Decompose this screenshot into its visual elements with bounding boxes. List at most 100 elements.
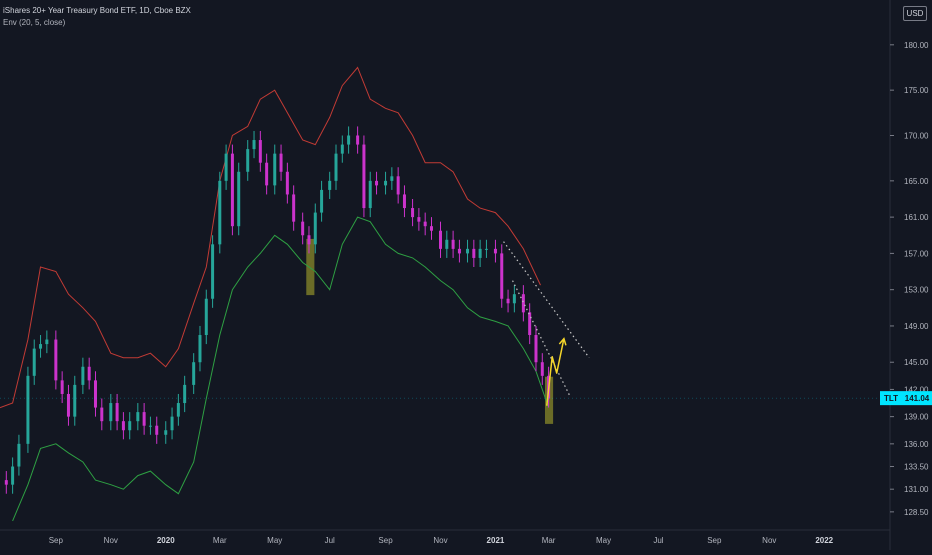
y-tick-label: 165.00 (904, 177, 929, 186)
x-tick-label: Jul (325, 536, 335, 545)
y-tick-label: 133.50 (904, 463, 929, 472)
trend-line-dotted (512, 280, 571, 397)
candle-body (192, 362, 196, 385)
candle-body (148, 425, 152, 427)
candle-body (66, 393, 70, 417)
candle-body (340, 144, 344, 154)
envelope-bands (0, 66, 550, 522)
candle-body (115, 403, 119, 422)
candle-body (246, 149, 250, 172)
candle-body (204, 298, 208, 336)
lower-envelope-line (12, 216, 550, 522)
drawings (503, 241, 590, 406)
y-tick-label: 128.50 (904, 508, 929, 517)
candle-body (32, 348, 36, 376)
currency-button[interactable]: USD (903, 6, 927, 21)
candle-body (265, 162, 269, 186)
candle-body (540, 362, 544, 376)
last-price-tag (902, 391, 932, 406)
candle-body (429, 226, 433, 231)
candle-body (478, 248, 482, 258)
candle-body (451, 239, 455, 249)
candle-body (411, 208, 415, 218)
candle-body (307, 235, 311, 245)
trend-line-dotted (503, 241, 590, 359)
candle-body (273, 153, 277, 186)
symbol-title: iShares 20+ Year Treasury Bond ETF, 1D, … (3, 6, 191, 15)
projection-arrowhead (558, 337, 567, 346)
candle-body (26, 375, 30, 444)
candle-body (170, 416, 174, 431)
candle-body (384, 180, 388, 186)
candle-body (45, 339, 49, 345)
candle-body (164, 430, 168, 435)
candle-body (121, 421, 125, 431)
y-tick-label: 131.00 (904, 485, 929, 494)
candle-body (521, 294, 525, 313)
candle-body (466, 248, 470, 254)
candle-body (136, 412, 140, 422)
y-tick-label: 153.00 (904, 286, 929, 295)
x-tick-label: May (596, 536, 611, 545)
candle-body (224, 153, 228, 181)
candle-body (109, 403, 113, 422)
time-scale: Sep Nov 2020 Mar May Jul Sep Nov 2021 Mar May Jul Se… (0, 529, 890, 545)
y-tick-label: 175.00 (904, 86, 929, 95)
candle-body (528, 312, 532, 336)
y-tick-label: 180.00 (904, 41, 929, 50)
candle-body (347, 135, 351, 145)
candle-body (390, 176, 394, 181)
candle-body (87, 366, 91, 381)
candle-body (472, 248, 476, 258)
projection-arrow (546, 338, 565, 406)
candle-body (81, 366, 85, 385)
candle-body (11, 466, 15, 485)
candle-body (230, 153, 234, 227)
candle-body (17, 443, 21, 467)
candle-body (457, 248, 461, 254)
candle-body (438, 230, 442, 249)
x-tick-label: May (267, 536, 282, 545)
highlight-boxes (306, 238, 554, 424)
x-tick-label: Mar (542, 536, 556, 545)
candle-body (211, 244, 215, 299)
symbol-tag-text: TLT (884, 394, 898, 403)
y-tick-label: 161.00 (904, 213, 929, 222)
x-tick-label: Nov (104, 536, 118, 545)
candle-body (334, 153, 338, 181)
x-tick-label: 2021 (487, 536, 505, 545)
candle-body (142, 412, 146, 426)
y-tick-label: 157.00 (904, 249, 929, 258)
x-tick-label: Nov (433, 536, 447, 545)
candle-body (252, 140, 256, 150)
candle-body (155, 425, 159, 435)
candle-body (285, 171, 289, 195)
candle-body (39, 344, 43, 349)
candle-body (279, 153, 283, 172)
x-tick-label: Jul (653, 536, 663, 545)
candle-body (445, 239, 449, 249)
candle-body (356, 135, 360, 145)
candle-body (301, 221, 305, 236)
indicator-label[interactable]: Env (20, 5, close) (3, 18, 66, 27)
candle-body (484, 248, 488, 250)
price-scale: 180.00 175.00 170.00 165.00 161.00 157.00 153.… (889, 0, 929, 550)
candle-body (60, 380, 64, 394)
candle-body (320, 189, 324, 213)
candle-body (183, 384, 187, 404)
x-tick-label: Mar (213, 536, 227, 545)
candle-body (93, 380, 97, 408)
candle-body (512, 294, 516, 304)
candle-body (362, 144, 366, 209)
y-tick-label: 145.00 (904, 358, 929, 367)
y-tick-label: 142.00 (904, 385, 929, 394)
candle-body (375, 180, 379, 186)
y-tick-label: 149.00 (904, 322, 929, 331)
upper-envelope-line (0, 66, 541, 409)
highlight-box (306, 238, 315, 296)
x-tick-label: Sep (49, 536, 64, 545)
candle-body (423, 221, 427, 227)
candle-body (218, 180, 222, 245)
